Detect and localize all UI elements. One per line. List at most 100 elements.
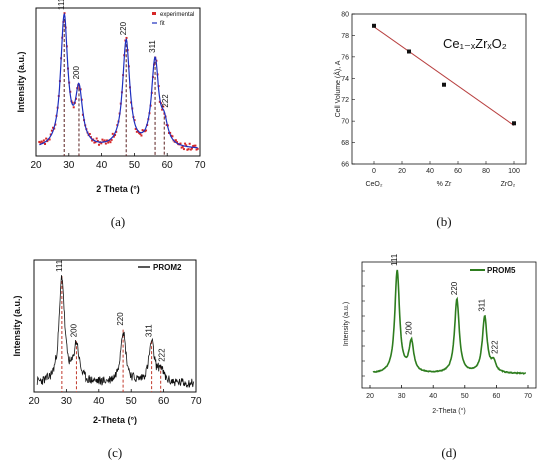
a-data-point [49,133,52,136]
b-data-point [442,82,446,87]
panel-b-x-end-label-left: CeO₂ [365,181,382,188]
a-x-tick-label: 40 [96,160,108,171]
b-data-point [407,49,411,54]
panel-b-x-axis-title: % Zr [437,181,452,188]
a-data-point [125,36,128,39]
b-x-tick-label: 100 [508,168,520,175]
a-data-point [162,105,165,108]
b-x-tick-label: 0 [372,168,376,175]
panel-a-legend-marker-experimental [152,12,156,15]
panel-c-legend-prom2: PROM2 [153,263,182,272]
b-data-point [372,23,376,28]
a-data-point [72,106,75,109]
panel-d-legend: PROM5 [470,266,516,275]
panel-d-chart: 111 200 220 311 222 20 30 40 50 60 70 PROM5 Inten… [343,253,537,460]
c-x-tick-label: 20 [28,396,40,407]
panel-a-x-axis-title: 2 Theta (°) [96,184,140,194]
b-data-point [512,121,516,126]
a-data-point [106,139,109,142]
a-data-point [41,141,44,144]
a-data-point [101,138,104,141]
a-data-point [133,119,136,122]
panel-a-series [38,12,199,151]
a-data-point [91,139,94,142]
c-peak-label-220: 220 [116,312,125,326]
d-x-tick-label: 70 [524,393,532,400]
a-data-point [192,145,195,148]
a-data-point [107,141,110,144]
c-peak-label-200: 200 [69,323,78,337]
a-data-point [140,134,143,137]
a-data-point [170,134,173,137]
a-data-point [42,139,45,142]
a-data-point [176,141,179,144]
panel-a-chart: 111 200 220 311 222 20 30 40 50 60 70 experimenta… [16,0,206,229]
a-data-point [89,136,92,139]
a-data-point [174,139,177,142]
panel-c-legend: PROM2 [138,263,182,272]
a-data-point [181,145,184,148]
a-data-point [187,148,190,151]
a-peak-label-111: 111 [57,0,66,10]
a-data-point [44,142,47,145]
a-data-point [94,141,97,144]
a-data-point [114,134,117,137]
panel-d-x-axis-title: 2-Theta (°) [432,407,466,415]
a-x-tick-label: 30 [63,160,75,171]
d-x-tick-label: 50 [461,393,469,400]
a-data-point [193,144,196,147]
b-y-tick-label: 78 [341,33,349,40]
panel-d-series [372,269,527,375]
panel-d-y-ticks [362,270,365,377]
panel-c-frame [33,259,197,393]
b-x-tick-label: 20 [398,168,406,175]
a-data-point [161,108,164,111]
c-peak-label-111: 111 [55,259,64,272]
a-data-point [189,148,192,151]
panel-d-y-axis-title: Intensity (a.u.) [343,302,350,346]
a-data-point [171,135,174,138]
c-peak-label-222: 222 [158,348,167,362]
a-fit-line [39,12,198,149]
panel-d-frame [361,261,537,389]
panel-a-legend-experimental: experimental [160,12,194,18]
panel-a-peak-labels: 111 200 220 311 222 [57,0,170,108]
c-x-tick-label: 30 [61,396,73,407]
a-data-point [71,101,74,104]
panel-a-y-axis-title: Intensity (a.u.) [16,51,26,112]
d-x-tick-label: 40 [429,393,437,400]
panel-b-formula-annotation: Ce₁₋ₓZrₓO₂ [443,36,507,51]
b-y-tick-label: 74 [341,76,349,83]
c-x-tick-label: 50 [126,396,138,407]
b-y-tick-label: 76 [341,54,349,61]
a-data-point [97,143,100,146]
d-peak-label-220: 220 [450,281,459,295]
panel-d-label: (d) [441,445,456,460]
a-data-point [115,130,118,133]
panel-b-x-ticks: 0 20 40 60 80 100 [372,161,520,175]
d-x-tick-label: 20 [366,393,374,400]
c-series-line [36,275,195,389]
b-y-tick-label: 70 [341,119,349,126]
panel-b-y-axis-title: Cell Volume (Å), A [333,60,342,117]
a-data-point [109,141,112,144]
d-peak-label-200: 200 [404,321,413,335]
a-peak-label-200: 200 [72,66,81,80]
d-peak-label-311: 311 [478,298,487,311]
b-y-tick-label: 68 [341,140,349,147]
c-x-tick-label: 60 [158,396,170,407]
a-data-point [194,144,197,147]
a-data-point [165,123,168,126]
d-x-tick-label: 60 [493,393,501,400]
a-data-point [141,129,144,132]
b-x-tick-label: 60 [454,168,462,175]
c-x-tick-label: 70 [190,396,202,407]
d-peak-label-222: 222 [491,340,500,354]
panel-a-frame [35,7,201,157]
panel-c-y-axis-title: Intensity (a.u.) [12,295,22,356]
panel-a-label: (a) [111,214,125,229]
a-data-point [138,132,141,135]
b-y-tick-label: 66 [341,162,349,169]
panel-c-label: (c) [108,445,122,460]
a-data-point [190,147,193,150]
